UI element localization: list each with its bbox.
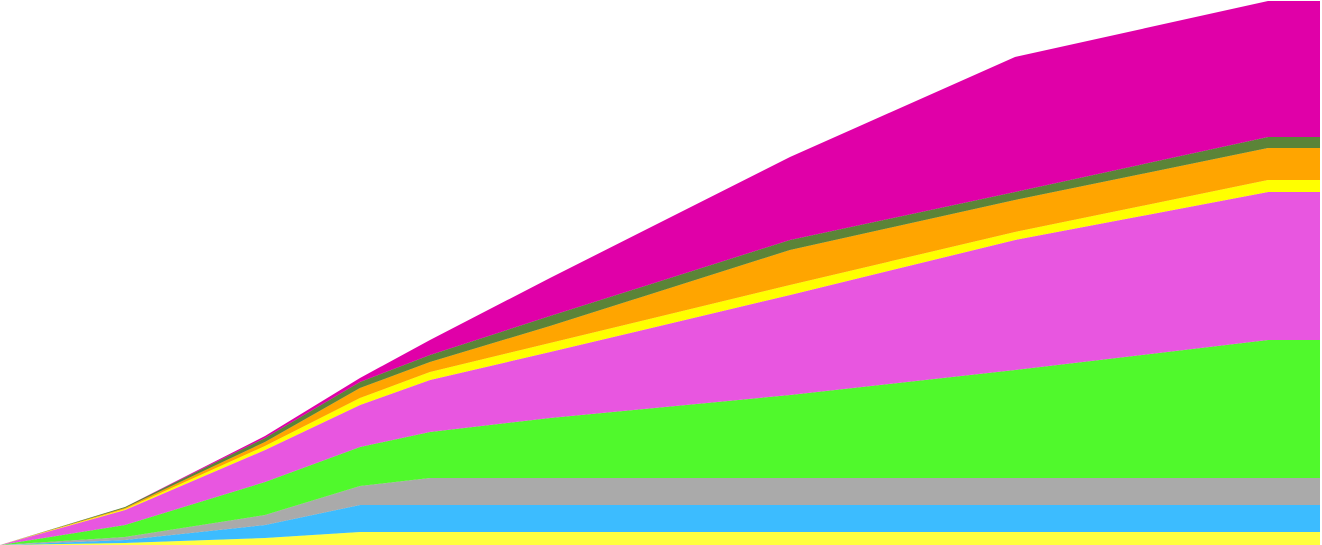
- area-layer: [0, 148, 1320, 545]
- area-layer: [0, 192, 1320, 545]
- area-layer: [0, 532, 1320, 545]
- area-layer: [0, 340, 1320, 545]
- area-layer: [0, 137, 1320, 545]
- area-layer: [0, 505, 1320, 545]
- area-layer: [0, 478, 1320, 545]
